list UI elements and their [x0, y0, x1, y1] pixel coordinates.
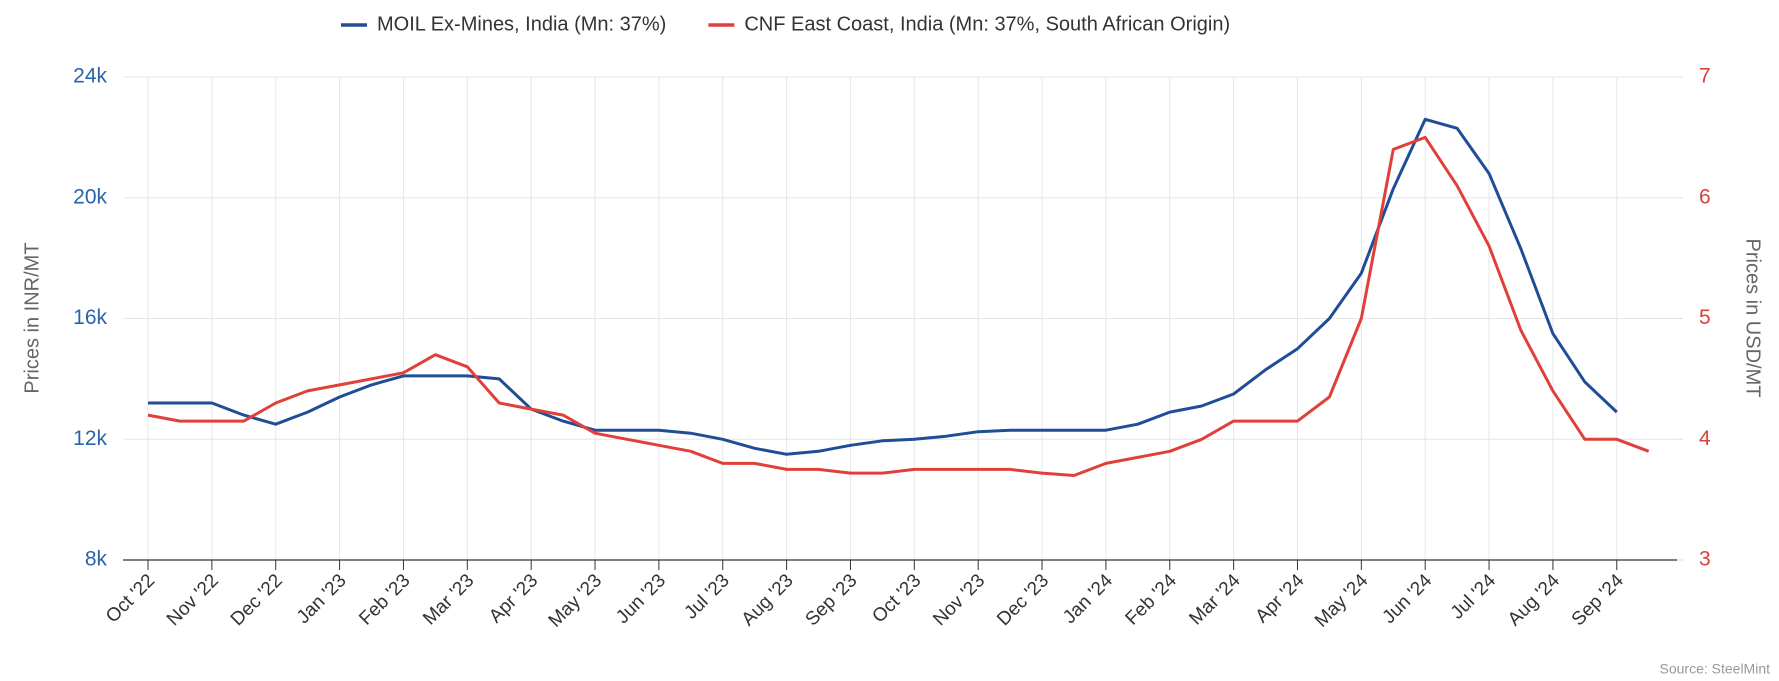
x-tick-label: Jan '23 [293, 570, 351, 628]
x-tick-label: Apr '24 [1252, 570, 1309, 627]
x-tick-label: Aug '23 [738, 570, 798, 630]
y2-tick-label: 7 [1699, 65, 1711, 88]
x-tick-label: Oct '23 [868, 570, 925, 627]
y2-tick-label: 6 [1699, 185, 1711, 208]
x-tick-label: Dec '22 [227, 570, 287, 630]
y-tick-label: 8k [85, 548, 108, 571]
x-tick-label: Jan '24 [1059, 570, 1117, 628]
y-tick-label: 12k [73, 427, 107, 450]
x-tick-label: Dec '23 [993, 570, 1053, 630]
x-tick-label: Mar '24 [1185, 570, 1245, 630]
y2-axis-label: Prices in USD/MT [1742, 239, 1764, 398]
x-tick-label: Oct '22 [102, 570, 159, 627]
legend-label: MOIL Ex-Mines, India (Mn: 37%) [377, 13, 666, 35]
x-tick-label: Jun '24 [1379, 570, 1437, 628]
source: Source: SteelMint [1660, 661, 1771, 677]
x-tick-label: Jul '23 [681, 570, 734, 623]
y2-tick-label: 4 [1699, 427, 1711, 450]
x-tick-label: Jul '24 [1447, 570, 1501, 624]
y-tick-label: 16k [73, 306, 107, 329]
x-tick-label: May '23 [545, 570, 606, 631]
x-tick-label: May '24 [1311, 570, 1373, 632]
legend-label: CNF East Coast, India (Mn: 37%, South Af… [744, 13, 1230, 35]
y2-tick-label: 5 [1699, 306, 1711, 329]
x-tick-label: Sep '23 [802, 570, 862, 630]
y-axis-label: Prices in INR/MT [21, 242, 43, 393]
x-tick-label: Mar '23 [419, 570, 478, 629]
x-tick-label: Nov '23 [929, 570, 989, 630]
y-tick-label: 20k [73, 185, 107, 208]
x-tick-label: Jun '23 [612, 570, 670, 628]
x-tick-label: Sep '24 [1568, 570, 1628, 630]
series-line [148, 117, 1618, 456]
x-tick-label: Nov '22 [163, 570, 223, 630]
series-line [147, 135, 1650, 477]
y2-tick-label: 3 [1699, 548, 1711, 571]
x-tick-label: Feb '24 [1122, 570, 1182, 630]
x-tick-label: Aug '24 [1504, 570, 1564, 630]
x-tick-label: Feb '23 [355, 570, 414, 629]
y-tick-label: 24k [73, 65, 107, 88]
x-tick-label: Apr '23 [485, 570, 542, 627]
